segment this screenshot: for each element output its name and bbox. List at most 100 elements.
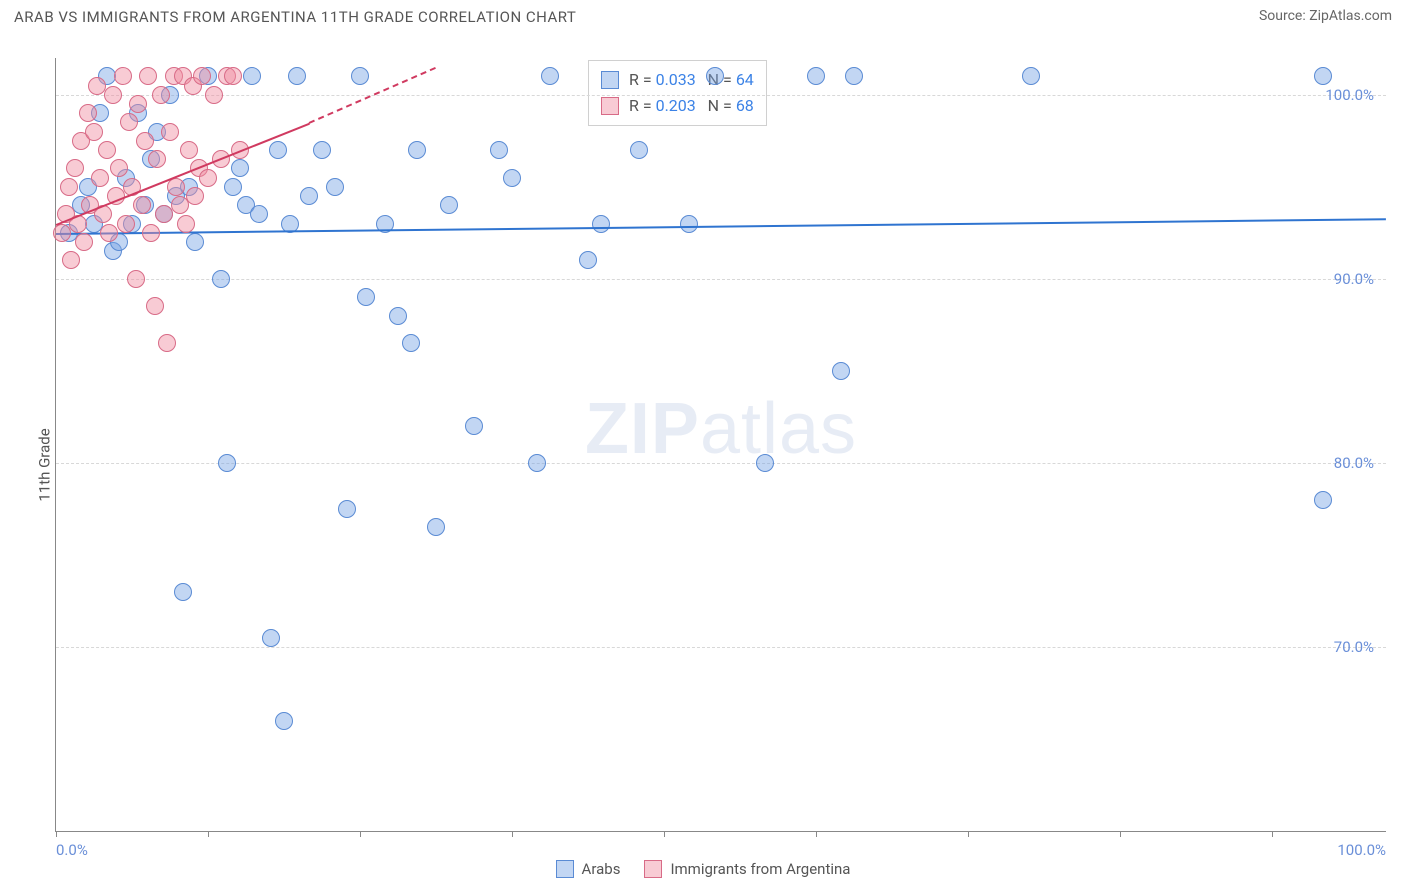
data-point	[155, 205, 173, 223]
data-point	[158, 334, 176, 352]
data-point	[680, 215, 698, 233]
data-point	[180, 141, 198, 159]
data-point	[313, 141, 331, 159]
watermark: ZIPatlas	[585, 388, 857, 470]
data-point	[541, 67, 559, 85]
data-point	[218, 454, 236, 472]
legend-row: R = 0.033 N = 64	[601, 67, 754, 93]
trend-line	[309, 67, 436, 124]
data-point	[186, 233, 204, 251]
xtick	[816, 831, 817, 837]
ytick-label: 100.0%	[1325, 86, 1374, 104]
data-point	[100, 224, 118, 242]
data-point	[288, 67, 306, 85]
data-point	[630, 141, 648, 159]
data-point	[60, 178, 78, 196]
data-point	[592, 215, 610, 233]
data-point	[756, 454, 774, 472]
data-point	[300, 187, 318, 205]
data-point	[193, 67, 211, 85]
data-point	[136, 132, 154, 150]
data-point	[224, 178, 242, 196]
data-point	[243, 67, 261, 85]
source-link[interactable]: ZipAtlas.com	[1309, 8, 1392, 24]
ytick-label: 80.0%	[1334, 454, 1374, 472]
data-point	[402, 334, 420, 352]
chart-area: 11th Grade ZIPatlas R = 0.033 N = 64R = …	[0, 38, 1406, 892]
data-point	[129, 95, 147, 113]
data-point	[845, 67, 863, 85]
xtick	[208, 831, 209, 837]
data-point	[127, 270, 145, 288]
data-point	[490, 141, 508, 159]
data-point	[326, 178, 344, 196]
gridline	[56, 647, 1386, 648]
data-point	[148, 150, 166, 168]
ytick-label: 70.0%	[1334, 638, 1374, 656]
data-point	[231, 159, 249, 177]
data-point	[357, 288, 375, 306]
data-point	[579, 251, 597, 269]
data-point	[75, 233, 93, 251]
data-point	[1314, 67, 1332, 85]
data-point	[152, 86, 170, 104]
stats-legend: R = 0.033 N = 64R = 0.203 N = 68	[588, 60, 767, 126]
data-point	[117, 215, 135, 233]
data-point	[807, 67, 825, 85]
data-point	[199, 169, 217, 187]
data-point	[62, 251, 80, 269]
data-point	[1314, 491, 1332, 509]
data-point	[174, 583, 192, 601]
data-point	[832, 362, 850, 380]
series-legend: Arabs Immigrants from Argentina	[0, 860, 1406, 878]
legend-item: Immigrants from Argentina	[644, 860, 850, 878]
xtick	[512, 831, 513, 837]
data-point	[110, 159, 128, 177]
data-point	[85, 123, 103, 141]
data-point	[351, 67, 369, 85]
data-point	[427, 518, 445, 536]
data-point	[88, 77, 106, 95]
data-point	[146, 297, 164, 315]
data-point	[177, 215, 195, 233]
data-point	[142, 224, 160, 242]
data-point	[465, 417, 483, 435]
data-point	[706, 67, 724, 85]
data-point	[224, 67, 242, 85]
plot-region: ZIPatlas R = 0.033 N = 64R = 0.203 N = 6…	[55, 58, 1386, 832]
data-point	[408, 141, 426, 159]
data-point	[250, 205, 268, 223]
legend-row: R = 0.203 N = 68	[601, 93, 754, 119]
legend-item: Arabs	[556, 860, 621, 878]
data-point	[503, 169, 521, 187]
xtick-label: 100.0%	[1337, 841, 1386, 859]
data-point	[262, 629, 280, 647]
data-point	[205, 86, 223, 104]
data-point	[275, 712, 293, 730]
data-point	[440, 196, 458, 214]
data-point	[1022, 67, 1040, 85]
data-point	[98, 141, 116, 159]
data-point	[212, 270, 230, 288]
chart-title: ARAB VS IMMIGRANTS FROM ARGENTINA 11TH G…	[14, 8, 576, 26]
gridline	[56, 95, 1386, 96]
data-point	[120, 113, 138, 131]
data-point	[114, 67, 132, 85]
gridline	[56, 279, 1386, 280]
data-point	[104, 86, 122, 104]
xtick	[360, 831, 361, 837]
xtick-label: 0.0%	[56, 841, 88, 859]
data-point	[167, 178, 185, 196]
gridline	[56, 463, 1386, 464]
source-credit: Source: ZipAtlas.com	[1259, 8, 1392, 24]
xtick	[1272, 831, 1273, 837]
data-point	[528, 454, 546, 472]
data-point	[338, 500, 356, 518]
data-point	[66, 159, 84, 177]
data-point	[186, 187, 204, 205]
xtick	[1120, 831, 1121, 837]
data-point	[389, 307, 407, 325]
ytick-label: 90.0%	[1334, 270, 1374, 288]
xtick	[56, 831, 57, 837]
xtick	[968, 831, 969, 837]
